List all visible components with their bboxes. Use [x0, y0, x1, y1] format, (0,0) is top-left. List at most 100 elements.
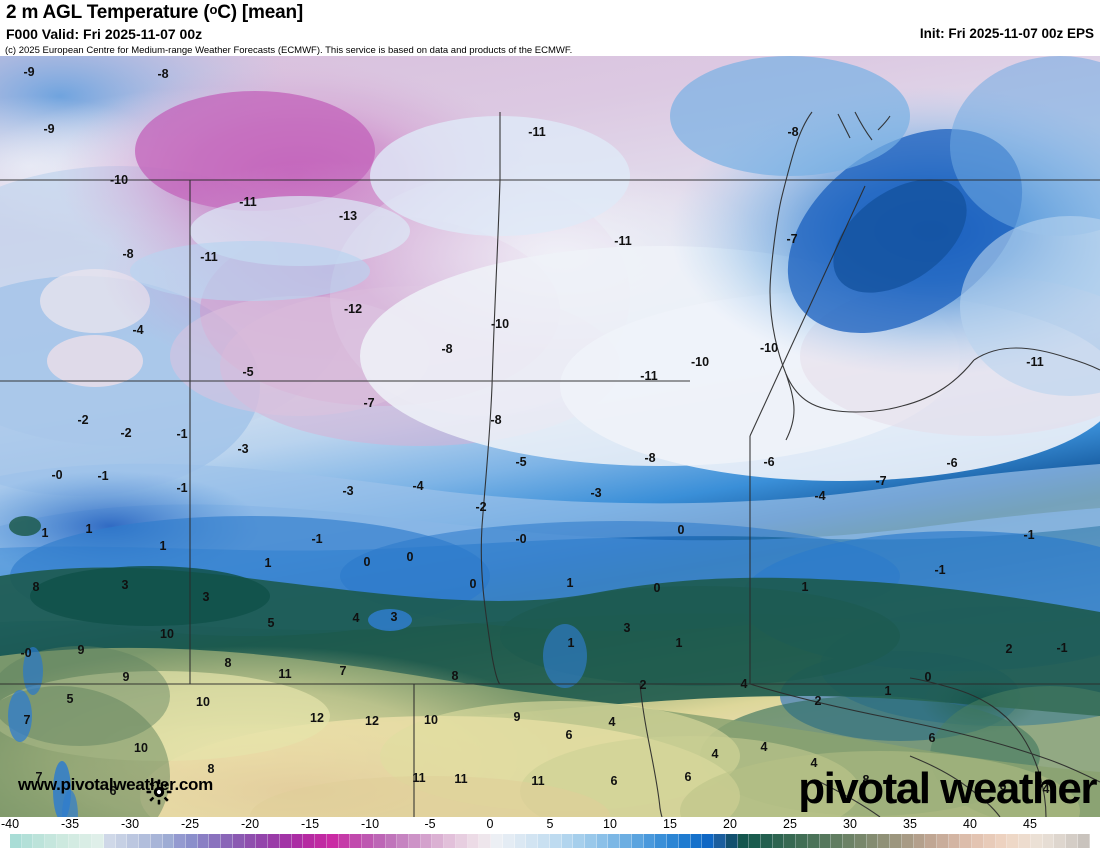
colorbar-swatch[interactable] [702, 834, 715, 848]
colorbar-swatch[interactable] [561, 834, 574, 848]
colorbar-swatch[interactable] [737, 834, 750, 848]
site-url[interactable]: www.pivotalweather.com [18, 775, 213, 794]
colorbar-swatch[interactable] [150, 834, 163, 848]
colorbar-swatch[interactable] [209, 834, 222, 848]
colorbar-swatch[interactable] [831, 834, 844, 848]
colorbar-swatch[interactable] [925, 834, 938, 848]
colorbar-swatch[interactable] [338, 834, 351, 848]
colorbar-swatch[interactable] [678, 834, 691, 848]
colorbar-tick-labels: -40 -35 -30 -25 -20 -15 -10 -5 0 5 10 15 20 25 30 35 40 4… [0, 817, 1100, 833]
colorbar-swatch[interactable] [115, 834, 128, 848]
colorbar-swatch[interactable] [549, 834, 562, 848]
colorbar-swatch[interactable] [1054, 834, 1067, 848]
colorbar-swatch[interactable] [631, 834, 644, 848]
colorbar-swatch[interactable] [796, 834, 808, 848]
colorbar-swatch[interactable] [655, 834, 668, 848]
colorbar-swatch[interactable] [455, 834, 468, 848]
colorbar-swatch[interactable] [960, 834, 973, 848]
colorbar-swatch[interactable] [890, 834, 902, 848]
colorbar-swatch[interactable] [1066, 834, 1078, 848]
colorbar-swatch[interactable] [643, 834, 656, 848]
colorbar-tick: -30 [120, 817, 140, 831]
colorbar-swatch[interactable] [350, 834, 363, 848]
colorbar-swatch[interactable] [33, 834, 46, 848]
colorbar-swatch[interactable] [45, 834, 57, 848]
colorbar-swatch[interactable] [1042, 834, 1055, 848]
colorbar-swatch[interactable] [690, 834, 703, 848]
colorbar-swatch[interactable] [526, 834, 539, 848]
colorbar-swatch[interactable] [620, 834, 632, 848]
colorbar-swatch[interactable] [162, 834, 175, 848]
colorbar-swatch[interactable] [221, 834, 233, 848]
colorbar-swatch[interactable] [291, 834, 304, 848]
colorbar-swatch[interactable] [326, 834, 339, 848]
colorbar-swatch[interactable] [573, 834, 585, 848]
colorbar-swatch[interactable] [139, 834, 151, 848]
colorbar-swatch[interactable] [56, 834, 69, 848]
colorbar-swatch[interactable] [866, 834, 879, 848]
colorbar-swatch[interactable] [1007, 834, 1020, 848]
colorbar-swatch[interactable] [467, 834, 480, 848]
colorbar-swatch[interactable] [761, 834, 773, 848]
colorbar-swatch[interactable] [103, 834, 116, 848]
colorbar-swatch[interactable] [502, 834, 515, 848]
colorbar-swatches[interactable] [10, 834, 1090, 848]
colorbar-swatch[interactable] [807, 834, 820, 848]
colorbar-swatch[interactable] [186, 834, 198, 848]
colorbar-swatch[interactable] [608, 834, 621, 848]
colorbar-swatch[interactable] [68, 834, 81, 848]
colorbar-swatch[interactable] [596, 834, 609, 848]
colorbar-swatch[interactable] [819, 834, 832, 848]
colorbar-swatch[interactable] [127, 834, 140, 848]
colorbar-swatch[interactable] [232, 834, 245, 848]
colorbar-swatch[interactable] [937, 834, 949, 848]
colorbar-swatch[interactable] [1030, 834, 1043, 848]
colorbar-swatch[interactable] [854, 834, 867, 848]
colorbar-swatch[interactable] [408, 834, 421, 848]
colorbar-swatch[interactable] [21, 834, 34, 848]
colorbar-swatch[interactable] [901, 834, 914, 848]
colorbar-swatch[interactable] [1019, 834, 1031, 848]
colorbar-swatch[interactable] [491, 834, 503, 848]
colorbar-swatch[interactable] [538, 834, 550, 848]
colorbar-swatch[interactable] [667, 834, 679, 848]
colorbar-swatch[interactable] [514, 834, 527, 848]
colorbar-swatch[interactable] [420, 834, 433, 848]
colorbar-swatch[interactable] [948, 834, 961, 848]
colorbar-swatch[interactable] [174, 834, 187, 848]
colorbar-swatch[interactable] [373, 834, 386, 848]
political-borders [0, 111, 1100, 817]
colorbar-swatch[interactable] [479, 834, 492, 848]
colorbar-swatch[interactable] [362, 834, 374, 848]
colorbar-swatch[interactable] [1077, 834, 1090, 848]
colorbar-swatch[interactable] [749, 834, 761, 848]
colorbar-swatch[interactable] [315, 834, 327, 848]
colorbar-swatch[interactable] [972, 834, 984, 848]
pivotal-weather-logo[interactable]: pivotal weather [798, 767, 1097, 811]
colorbar-swatch[interactable] [913, 834, 926, 848]
colorbar-swatch[interactable] [92, 834, 104, 848]
colorbar-swatch[interactable] [303, 834, 316, 848]
colorbar-swatch[interactable] [983, 834, 996, 848]
colorbar-tick: -5 [424, 817, 436, 831]
colorbar-swatch[interactable] [725, 834, 738, 848]
colorbar-swatch[interactable] [256, 834, 269, 848]
colorbar-swatch[interactable] [397, 834, 409, 848]
colorbar-swatch[interactable] [584, 834, 597, 848]
colorbar-swatch[interactable] [385, 834, 398, 848]
colorbar-swatch[interactable] [843, 834, 855, 848]
map-canvas[interactable]: -9 -8 -11 -8 -9 -10 -11 -13 -11 -7 -8 -11 -12 -10 -4 -8… [0, 56, 1100, 817]
colorbar-swatch[interactable] [279, 834, 292, 848]
colorbar-swatch[interactable] [878, 834, 891, 848]
colorbar-swatch[interactable] [714, 834, 726, 848]
colorbar-swatch[interactable] [995, 834, 1008, 848]
colorbar-swatch[interactable] [197, 834, 210, 848]
colorbar-swatch[interactable] [10, 834, 22, 848]
colorbar-swatch[interactable] [432, 834, 445, 848]
colorbar-swatch[interactable] [772, 834, 785, 848]
colorbar-swatch[interactable] [444, 834, 456, 848]
colorbar-swatch[interactable] [80, 834, 93, 848]
colorbar-swatch[interactable] [244, 834, 257, 848]
colorbar-swatch[interactable] [784, 834, 797, 848]
colorbar-swatch[interactable] [268, 834, 280, 848]
